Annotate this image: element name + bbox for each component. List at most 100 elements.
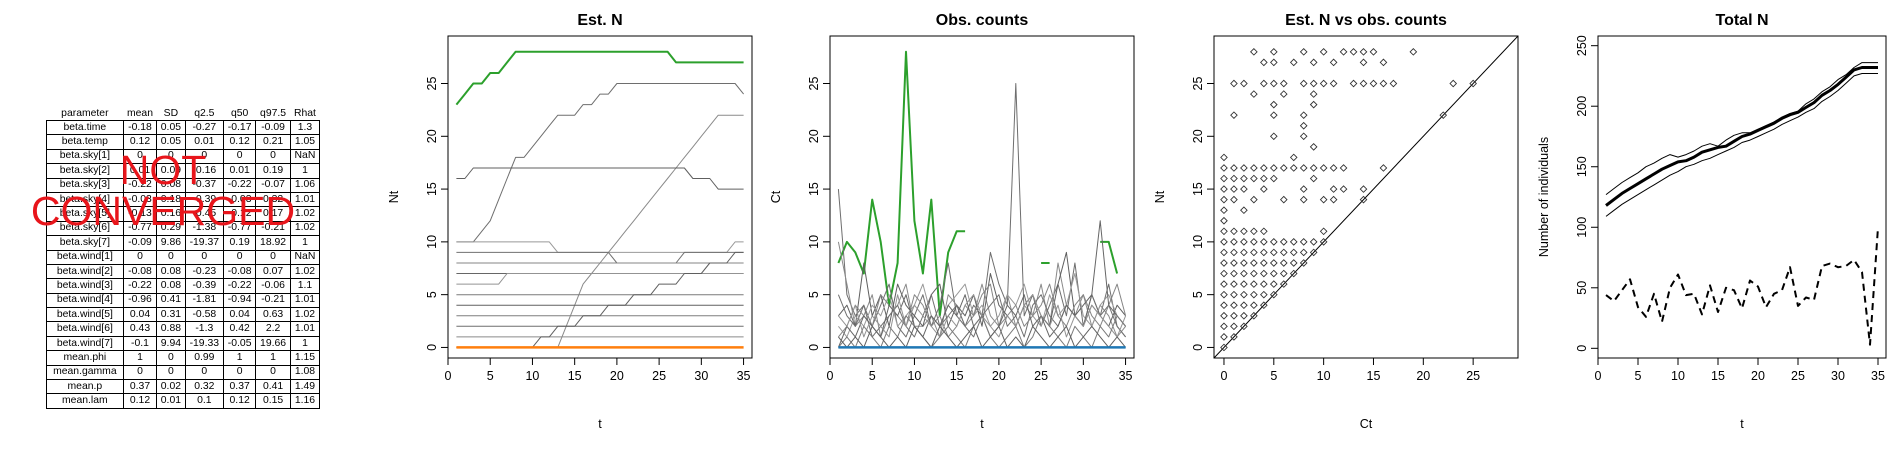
scatter-point — [1230, 311, 1238, 320]
table-header-5: q97.5 — [260, 107, 287, 119]
scatter-point — [1359, 47, 1368, 56]
y-tick-label: 5 — [425, 291, 439, 298]
scatter-point — [1279, 164, 1288, 172]
scatter-point — [1289, 269, 1298, 278]
scatter-point — [1230, 174, 1238, 183]
x-tick-label: 10 — [525, 369, 539, 383]
y-axis-label: Number of individuals — [1537, 137, 1551, 257]
x-tick-label: 20 — [1416, 369, 1430, 383]
series-line — [456, 251, 744, 348]
scatter-point — [1279, 195, 1288, 204]
series-line — [456, 83, 744, 243]
x-tick-label: 20 — [610, 369, 624, 383]
y-tick-label: 50 — [1575, 281, 1589, 295]
x-tick-label: 30 — [1076, 369, 1090, 383]
scatter-point — [1279, 90, 1288, 98]
series-line — [1605, 62, 1878, 195]
scatter-point — [1279, 269, 1288, 278]
scatter-point — [1220, 322, 1228, 331]
x-tick-label: 10 — [907, 369, 921, 383]
x-tick-label: 25 — [1034, 369, 1048, 383]
x-tick-label: 0 — [445, 369, 452, 383]
x-axis-label: t — [980, 417, 984, 431]
series-line — [455, 50, 744, 106]
table-cell: 0.15 — [255, 393, 291, 409]
scatter-point — [1250, 227, 1258, 236]
y-tick-label: 20 — [807, 129, 821, 143]
scatter-point — [1319, 47, 1328, 56]
scatter-point — [1250, 195, 1258, 204]
x-tick-label: 15 — [568, 369, 582, 383]
scatter-point — [1279, 238, 1288, 246]
scatter-point — [1269, 280, 1278, 288]
scatter-point — [1260, 248, 1268, 257]
scatter-point — [1230, 79, 1238, 88]
x-tick-label: 35 — [1119, 369, 1133, 383]
series-line — [456, 114, 744, 348]
scatter-point — [1349, 79, 1358, 88]
y-tick-label: 0 — [425, 344, 439, 351]
scatter-point — [1299, 121, 1308, 130]
series-line — [838, 315, 1126, 348]
scatter-point — [1269, 164, 1278, 172]
scatter-point — [1230, 111, 1238, 120]
scatter-point — [1230, 227, 1238, 236]
table-cell: 0.01 — [156, 393, 186, 409]
scatter-point — [1269, 269, 1278, 278]
scatter-point — [1240, 206, 1248, 215]
scatter-point — [1220, 164, 1228, 172]
scatter-point — [1240, 269, 1248, 278]
y-tick-label: 25 — [807, 77, 821, 91]
table-row: mean.gamma 0 0 0 0 0 1.08 — [46, 364, 321, 381]
parameter-table: parameter mean SD q2.5 q50 q97.5 Rhat beta.tim… — [46, 106, 321, 409]
plot-frame — [447, 35, 753, 359]
scatter-point — [1220, 216, 1228, 225]
scatter-point — [1299, 185, 1308, 193]
scatter-point — [1220, 343, 1228, 352]
table-row: beta.time -0.18 0.05 -0.27 -0.17 -0.09 1.3 — [46, 119, 321, 136]
x-tick-label: 30 — [694, 369, 708, 383]
scatter-point — [1339, 185, 1348, 193]
x-tick-label: 0 — [827, 369, 834, 383]
scatter-point — [1319, 195, 1328, 204]
scatter-point — [1319, 227, 1328, 236]
scatter-point — [1309, 58, 1318, 67]
scatter-point — [1260, 227, 1268, 236]
table-row: beta.temp 0.12 0.05 0.01 0.12 0.21 1.05 — [46, 134, 321, 150]
y-tick-label: 150 — [1575, 156, 1589, 177]
y-tick-label: 0 — [1575, 345, 1589, 352]
scatter-point — [1230, 269, 1238, 278]
scatter-point — [1319, 238, 1328, 246]
table-header-3: q2.5 — [194, 107, 215, 119]
scatter-point — [1220, 185, 1228, 193]
scatter-point — [1269, 111, 1278, 120]
x-tick-label: 30 — [1831, 369, 1845, 383]
scatter-point — [1299, 164, 1308, 172]
scatter-point — [1329, 164, 1338, 172]
y-tick-label: 10 — [425, 235, 439, 249]
scatter-point — [1250, 47, 1258, 56]
x-tick-label: 0 — [1595, 369, 1602, 383]
y-tick-label: 250 — [1575, 35, 1589, 56]
scatter-point — [1329, 58, 1338, 67]
scatter-point — [1240, 227, 1248, 236]
scatter-point — [1260, 185, 1268, 193]
x-tick-label: 35 — [1871, 369, 1885, 383]
series-line — [1605, 227, 1879, 346]
scatter-point — [1240, 311, 1248, 320]
scatter-point — [1250, 90, 1258, 98]
scatter-point — [1240, 174, 1248, 183]
x-tick-label: 15 — [950, 369, 964, 383]
scatter-point — [1250, 290, 1258, 299]
scatter-point — [1260, 259, 1268, 267]
scatter-point — [1220, 259, 1228, 267]
parameter-table-wrap: parameter mean SD q2.5 q50 q97.5 Rhat beta.tim… — [46, 106, 321, 409]
scatter-point — [1230, 290, 1238, 299]
scatter-point — [1250, 248, 1258, 257]
y-axis-label: Nt — [387, 190, 401, 203]
y-tick-label: 20 — [425, 129, 439, 143]
scatter-point — [1230, 195, 1238, 204]
y-axis-label: Nt — [1153, 190, 1167, 203]
scatter-point — [1269, 238, 1278, 246]
scatter-point — [1250, 238, 1258, 246]
